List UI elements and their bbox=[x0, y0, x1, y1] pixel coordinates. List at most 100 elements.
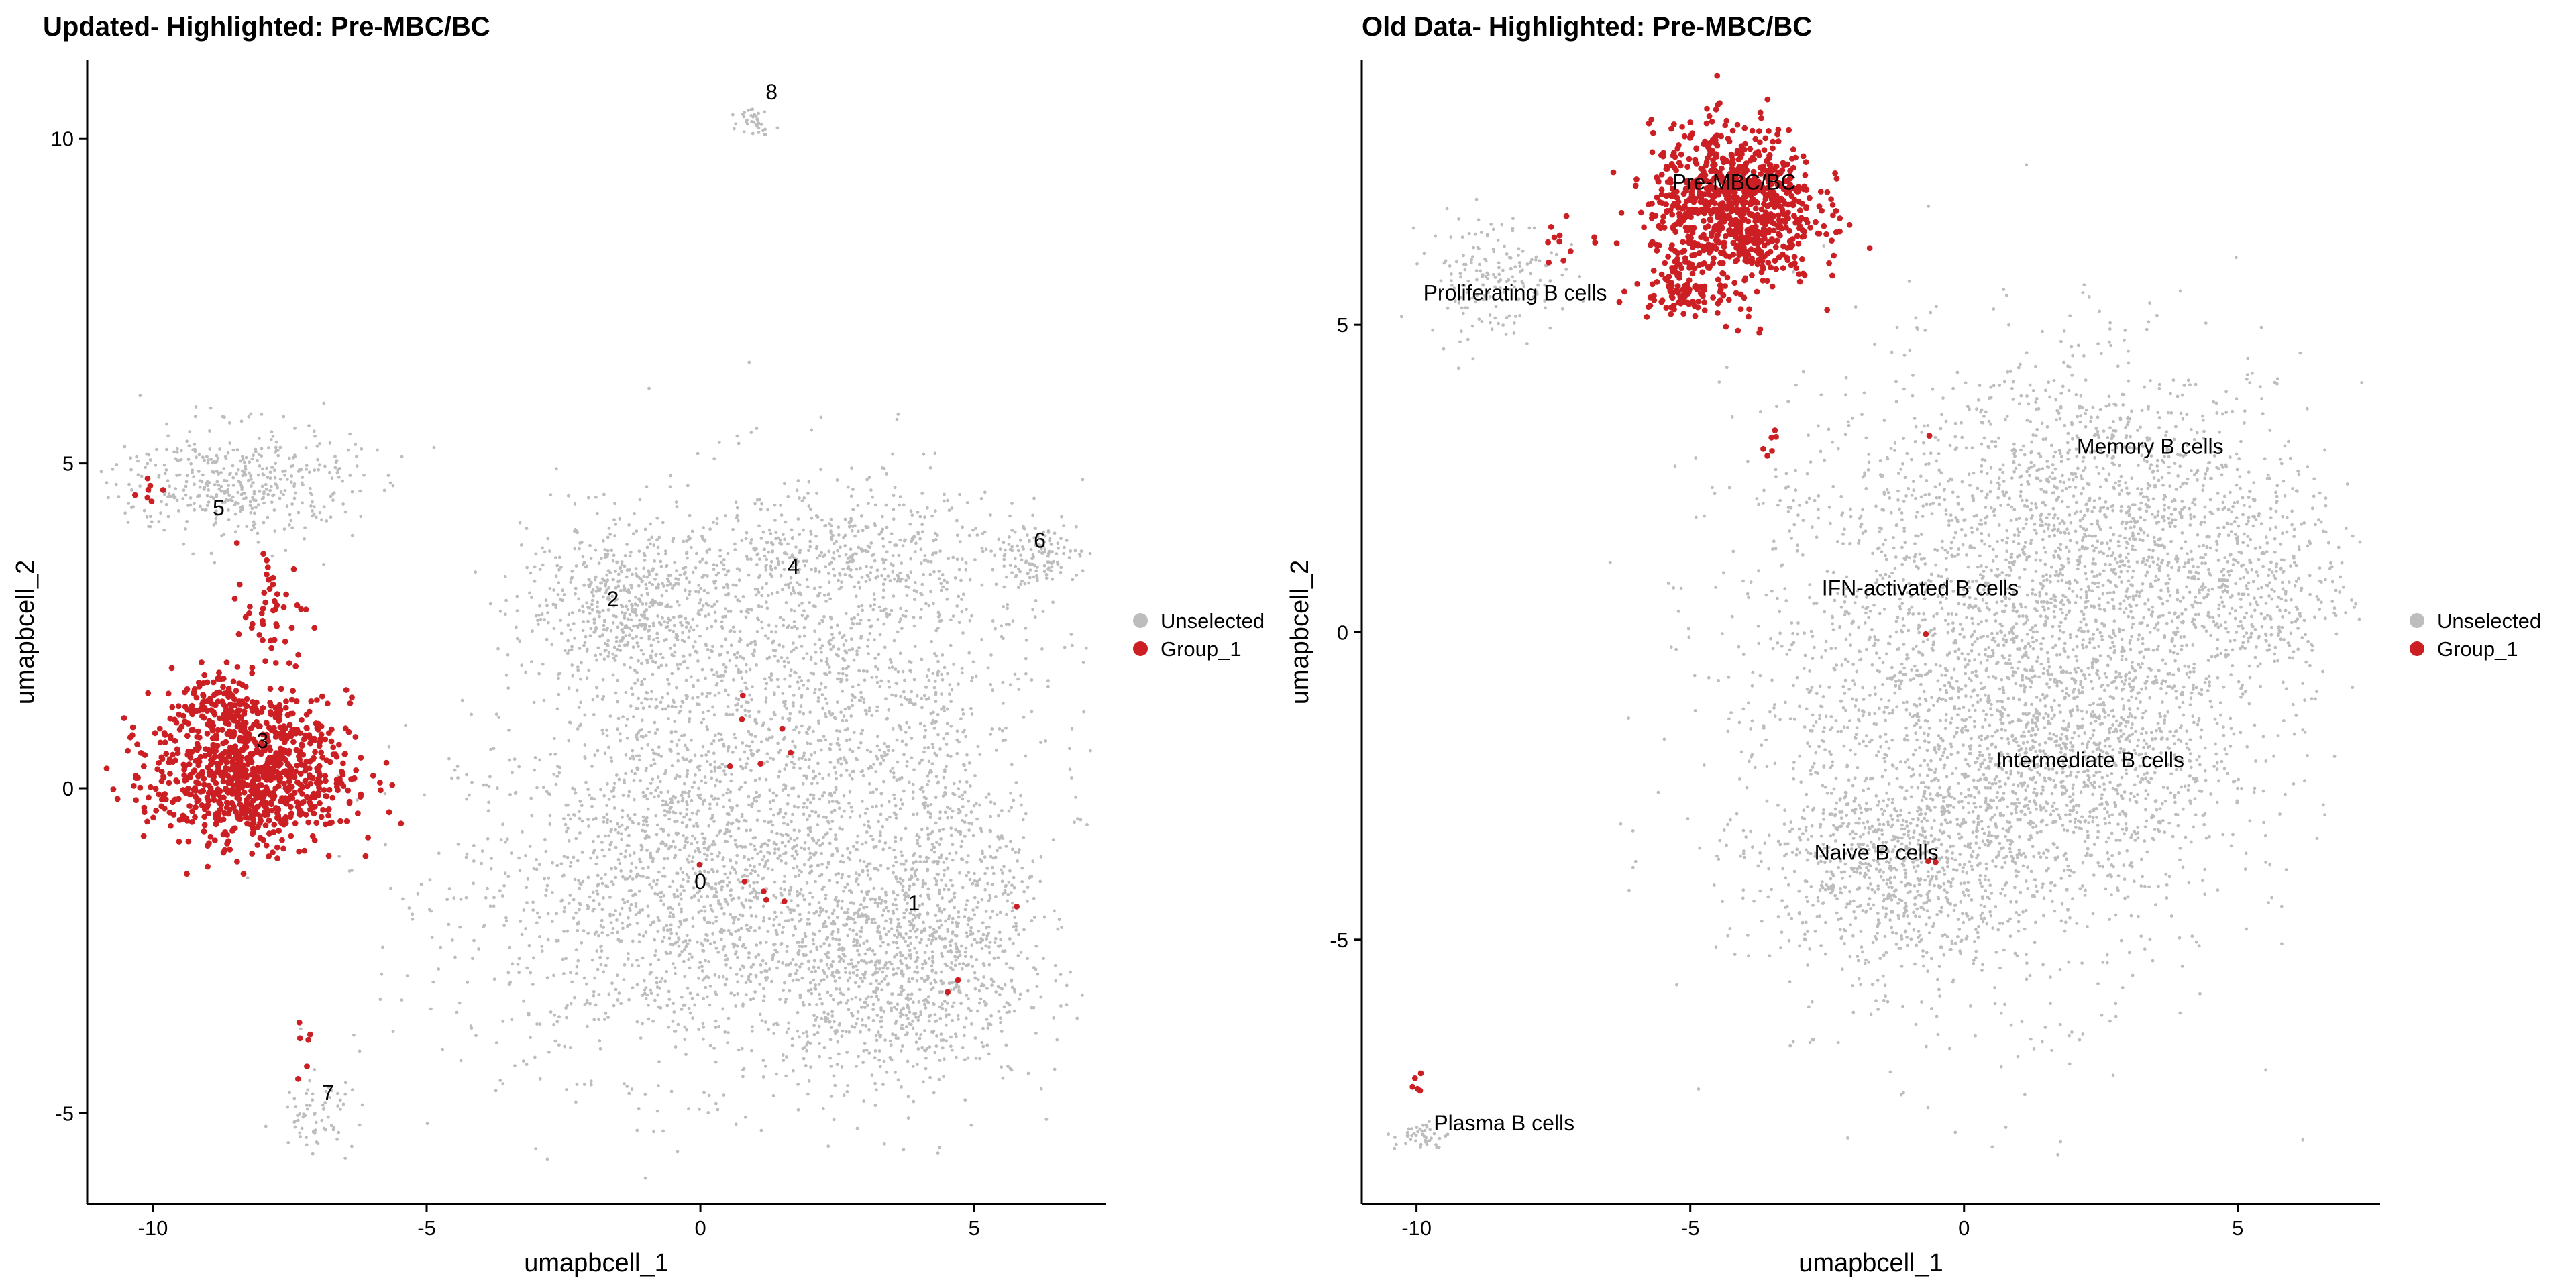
point-unselected bbox=[955, 738, 959, 742]
point-unselected bbox=[1023, 582, 1027, 586]
point-unselected bbox=[796, 570, 800, 574]
point-unselected bbox=[944, 883, 948, 888]
point-unselected bbox=[710, 742, 714, 746]
point-unselected bbox=[981, 921, 985, 925]
point-unselected bbox=[796, 853, 799, 856]
point-unselected bbox=[629, 686, 633, 690]
point-unselected bbox=[747, 360, 751, 364]
point-unselected bbox=[823, 553, 826, 557]
point-unselected bbox=[787, 963, 791, 967]
point-unselected bbox=[835, 700, 839, 704]
point-unselected bbox=[531, 983, 535, 986]
point-unselected bbox=[800, 602, 804, 605]
point-unselected bbox=[859, 731, 863, 735]
point-unselected bbox=[645, 766, 648, 770]
point-unselected bbox=[381, 945, 384, 949]
point-unselected bbox=[911, 918, 915, 922]
point-unselected bbox=[832, 542, 836, 545]
point-unselected bbox=[879, 944, 883, 948]
point-unselected bbox=[708, 845, 711, 849]
point-unselected bbox=[790, 760, 794, 764]
point-unselected bbox=[932, 602, 935, 606]
point-unselected bbox=[929, 941, 933, 945]
point-unselected bbox=[936, 904, 940, 908]
point-unselected bbox=[847, 665, 851, 669]
point-unselected bbox=[761, 1059, 765, 1063]
point-unselected bbox=[804, 616, 808, 621]
point-unselected bbox=[900, 776, 904, 780]
point-unselected bbox=[764, 941, 768, 944]
point-unselected bbox=[884, 906, 888, 910]
point-unselected bbox=[818, 929, 822, 933]
point-unselected bbox=[681, 796, 685, 800]
point-unselected bbox=[875, 709, 879, 713]
point-unselected bbox=[565, 1016, 568, 1020]
point-unselected bbox=[627, 633, 631, 637]
point-unselected bbox=[795, 836, 799, 840]
point-unselected bbox=[751, 802, 755, 806]
point-unselected bbox=[802, 657, 806, 660]
point-unselected bbox=[735, 696, 738, 700]
point-unselected bbox=[585, 601, 589, 605]
point-unselected bbox=[940, 951, 943, 955]
point-unselected bbox=[899, 1008, 903, 1012]
point-unselected bbox=[672, 537, 676, 541]
point-unselected bbox=[695, 841, 699, 844]
point-unselected bbox=[975, 802, 978, 806]
point-unselected bbox=[852, 912, 856, 916]
point-unselected bbox=[672, 623, 676, 627]
point-unselected bbox=[943, 665, 947, 669]
point-unselected bbox=[936, 862, 940, 866]
point-unselected bbox=[723, 872, 727, 876]
point-unselected bbox=[920, 977, 924, 981]
point-unselected bbox=[691, 855, 695, 859]
point-unselected bbox=[585, 998, 589, 1002]
point-unselected bbox=[592, 713, 596, 716]
point-unselected bbox=[931, 718, 935, 722]
point-unselected bbox=[804, 1030, 808, 1034]
point-unselected bbox=[752, 796, 756, 800]
point-unselected bbox=[864, 525, 868, 529]
point-unselected bbox=[684, 1053, 688, 1057]
point-unselected bbox=[714, 1026, 718, 1029]
point-unselected bbox=[934, 883, 938, 887]
point-unselected bbox=[703, 775, 707, 779]
point-unselected bbox=[782, 989, 785, 992]
point-unselected bbox=[557, 692, 561, 696]
point-unselected bbox=[809, 1065, 812, 1069]
point-unselected bbox=[578, 902, 582, 905]
point-unselected bbox=[784, 1055, 788, 1059]
point-unselected bbox=[714, 919, 718, 923]
point-unselected bbox=[898, 538, 902, 542]
point-unselected bbox=[662, 926, 666, 930]
point-unselected bbox=[861, 973, 865, 976]
point-unselected bbox=[610, 594, 614, 598]
point-unselected bbox=[916, 1018, 920, 1022]
point-unselected bbox=[830, 1014, 835, 1018]
point-unselected bbox=[775, 843, 778, 846]
point-unselected bbox=[818, 874, 822, 878]
point-unselected bbox=[816, 594, 820, 598]
point-unselected bbox=[649, 851, 653, 855]
point-unselected bbox=[609, 629, 613, 633]
point-unselected bbox=[947, 917, 951, 921]
point-unselected bbox=[985, 987, 989, 990]
point-unselected bbox=[918, 515, 922, 519]
point-unselected bbox=[896, 1002, 900, 1006]
point-unselected bbox=[635, 736, 639, 739]
point-unselected bbox=[510, 1018, 514, 1022]
point-unselected bbox=[809, 507, 812, 511]
point-unselected bbox=[695, 624, 699, 628]
point-unselected bbox=[615, 560, 619, 564]
point-unselected bbox=[720, 620, 724, 624]
point-unselected bbox=[1005, 1011, 1009, 1014]
point-unselected bbox=[883, 890, 888, 894]
point-unselected bbox=[766, 594, 770, 598]
point-unselected bbox=[676, 1022, 680, 1026]
point-unselected bbox=[639, 636, 643, 640]
point-unselected bbox=[975, 817, 979, 821]
point-unselected bbox=[902, 503, 906, 507]
point-unselected bbox=[777, 960, 781, 963]
point-unselected bbox=[748, 733, 752, 736]
point-unselected bbox=[582, 1083, 586, 1086]
